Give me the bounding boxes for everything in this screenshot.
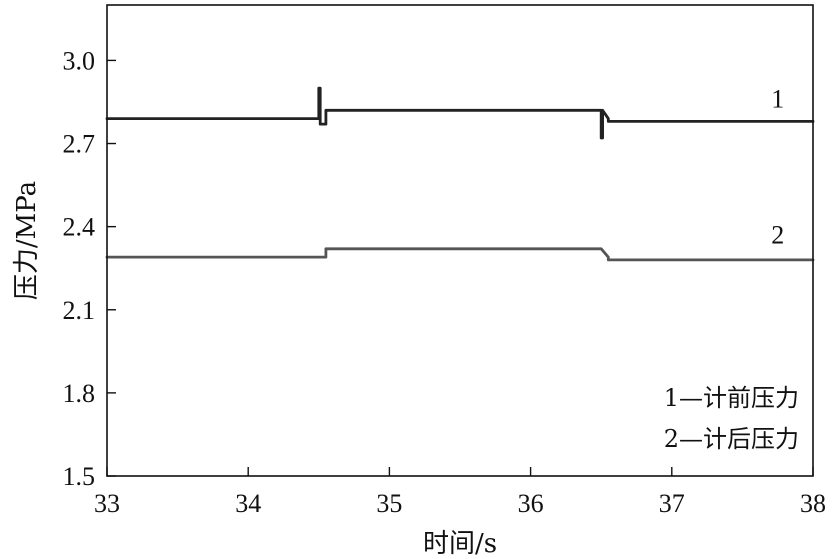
y-tick-label: 1.5 [63, 462, 96, 491]
x-tick-label: 36 [518, 489, 544, 518]
series-line-2 [105, 247, 815, 262]
series-label-2: 2 [771, 220, 784, 249]
x-axis-title: 时间/s [423, 529, 497, 559]
y-tick-label: 2.4 [63, 213, 96, 242]
y-tick-label: 2.7 [63, 130, 96, 159]
series-lines [105, 86, 815, 262]
y-tick-label: 3.0 [63, 46, 96, 75]
x-tick-label: 37 [659, 489, 685, 518]
legend-entry-2: 2—计后压力 [664, 425, 799, 453]
series-label-1: 1 [771, 85, 784, 114]
plot-frame [106, 4, 814, 477]
legend-entry-1: 1—计前压力 [664, 384, 799, 412]
x-tick-label: 38 [800, 489, 826, 518]
x-tick-label: 35 [376, 489, 402, 518]
y-tick-label: 2.1 [63, 296, 96, 325]
x-tick-label: 33 [94, 489, 120, 518]
series-line-1 [105, 86, 815, 140]
axis-tick-labels: 33 34 35 36 37 38 1.5 1.8 2.1 2.4 2.7 3.0 [63, 46, 827, 518]
y-axis-title: 压力/MPa [12, 181, 42, 300]
x-tick-label: 34 [235, 489, 261, 518]
y-tick-label: 1.8 [63, 379, 96, 408]
